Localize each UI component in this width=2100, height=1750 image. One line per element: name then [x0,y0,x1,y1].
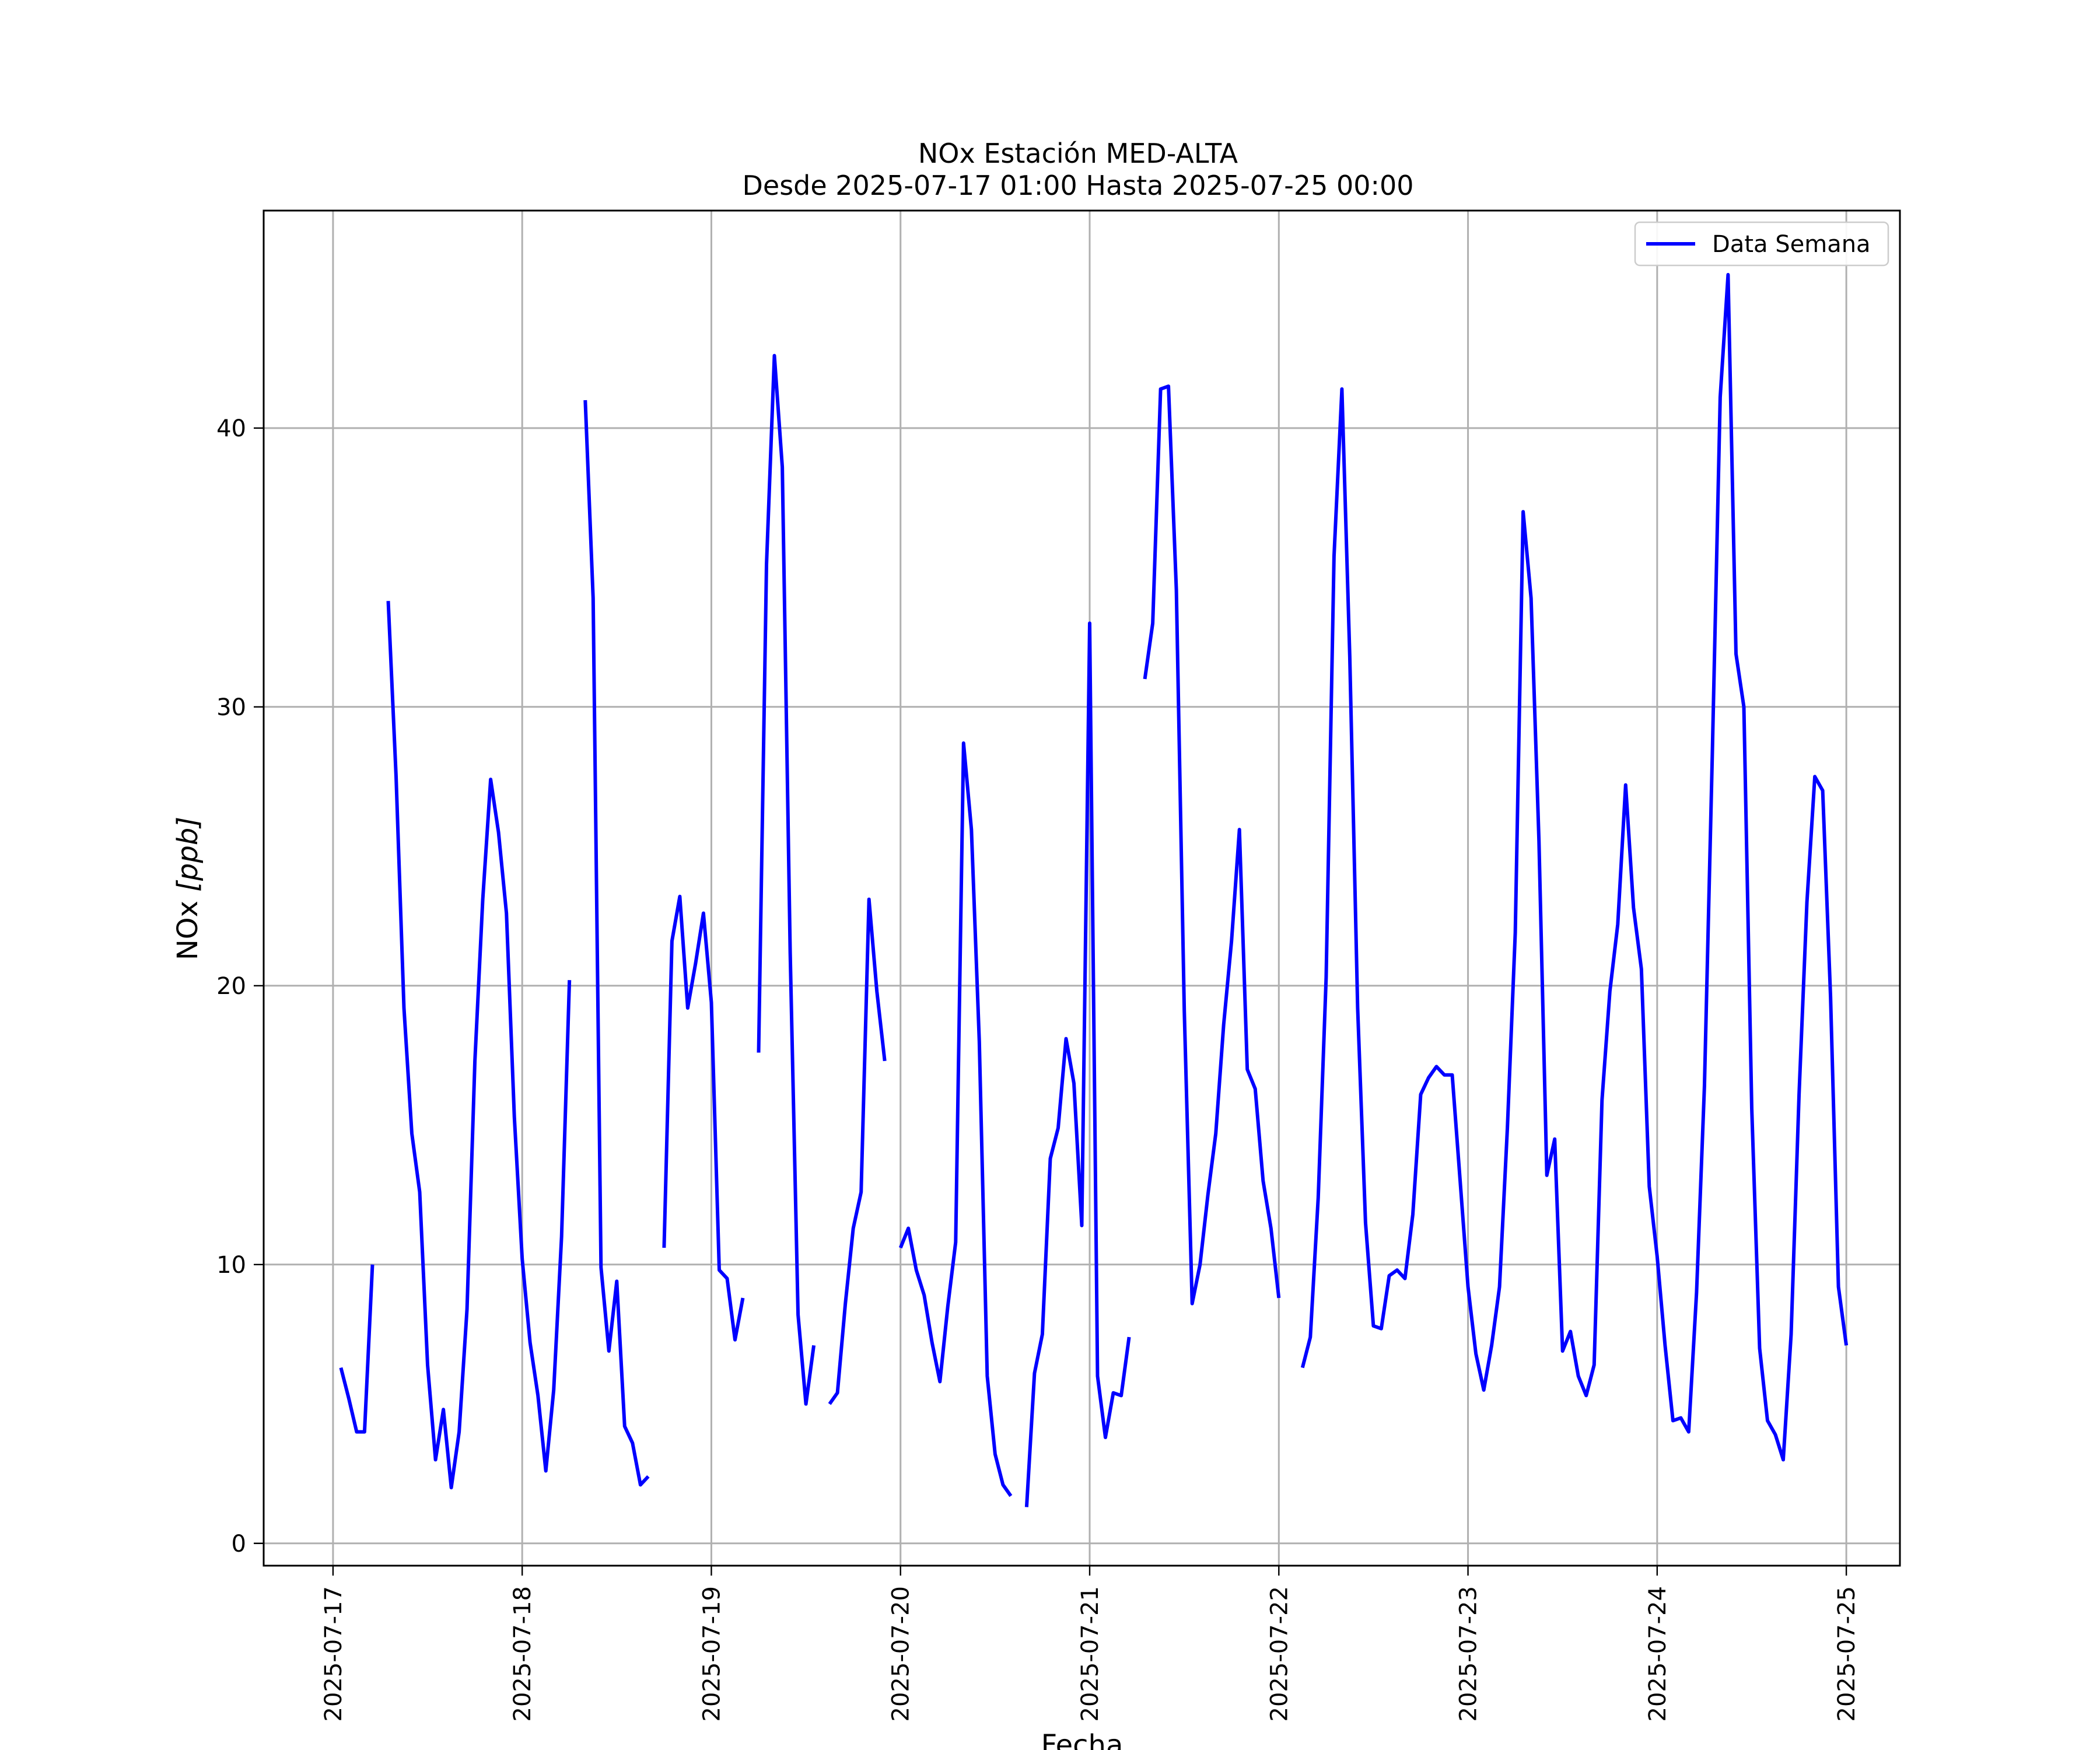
x-tick-label: 2025-07-21 [1077,1586,1104,1721]
series-line-segment [662,894,745,1342]
x-axis-label: Fecha [1041,1729,1124,1750]
y-tick-label: 30 [216,694,246,721]
chart-title: NOx Estación MED-ALTA [918,138,1238,169]
y-axis-label-prefix: NOx [172,892,204,960]
series-line-segment [583,400,650,1487]
x-axis-ticks: 2025-07-17 2025-07-18 2025-07-19 2025-07-20… [320,1566,1860,1721]
legend-label: Data Semana [1712,231,1871,258]
series-line-segment [1143,384,1281,1306]
legend: Data Semana [1634,221,1889,267]
y-tick-label: 40 [216,415,246,442]
x-tick-label: 2025-07-25 [1833,1586,1860,1721]
chart-subtitle: Desde 2025-07-17 01:00 Hasta 2025-07-25 … [742,170,1413,201]
legend-box [1634,221,1889,267]
grid-lines [264,211,1900,1566]
y-axis-ticks: 0 10 20 30 40 [216,415,264,1558]
series-line-segment [1024,621,1131,1507]
series-line-segment [898,741,1013,1497]
series-line-segment [386,601,572,1490]
x-tick-label: 2025-07-18 [509,1586,536,1721]
series-line-segment [339,1264,374,1434]
plot-area-frame [262,209,1901,1567]
series-line-segment [1300,272,1849,1462]
x-tick-label: 2025-07-22 [1266,1586,1293,1721]
data-series [339,272,1849,1507]
series-line-segment [757,354,816,1406]
y-axis-label-unit: [ppb] [172,817,204,892]
x-tick-label: 2025-07-20 [888,1586,915,1721]
y-tick-label: 10 [216,1252,246,1279]
x-tick-label: 2025-07-17 [320,1586,347,1721]
x-tick-label: 2025-07-23 [1455,1586,1482,1721]
y-tick-label: 20 [216,973,246,1000]
x-tick-label: 2025-07-19 [698,1586,725,1721]
y-tick-label: 0 [232,1531,246,1558]
series-line-segment [828,897,887,1405]
x-tick-label: 2025-07-24 [1644,1586,1671,1721]
y-axis-label: NOx [ppb] [172,817,204,960]
